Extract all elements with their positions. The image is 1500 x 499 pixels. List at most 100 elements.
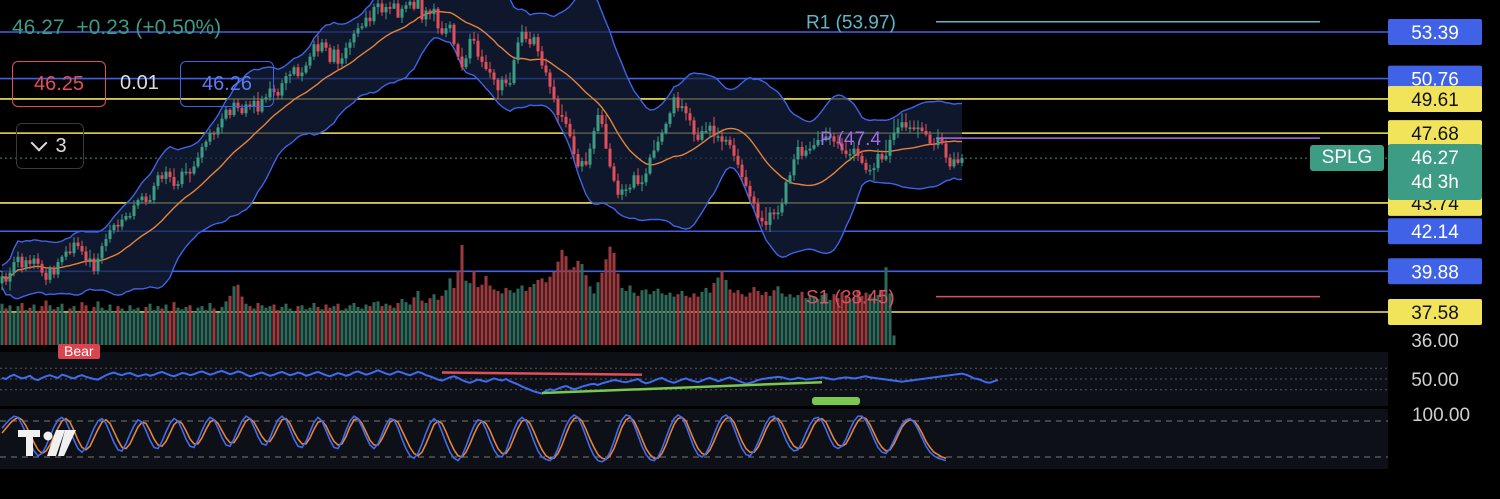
volume-bar	[220, 306, 224, 345]
volume-bar	[192, 311, 196, 345]
candle-body	[820, 139, 824, 142]
volume-bar	[392, 307, 396, 345]
candle-body	[148, 200, 152, 202]
volume-bar	[676, 294, 680, 345]
candle-body	[292, 67, 296, 75]
volume-bar	[56, 306, 60, 345]
volume-bar	[8, 305, 12, 345]
volume-bar	[40, 306, 44, 345]
candle-body	[260, 99, 264, 112]
volume-bar	[72, 306, 76, 345]
volume-bar	[608, 246, 612, 345]
volume-bar	[524, 291, 528, 345]
volume-bar	[184, 306, 188, 345]
volume-bar	[788, 294, 792, 345]
candle-body	[588, 148, 592, 165]
volume-bar	[436, 299, 440, 345]
volume-bar	[504, 287, 508, 345]
candle-body	[304, 65, 308, 73]
volume-bar	[228, 295, 232, 345]
candle-body	[712, 125, 716, 137]
candle-body	[800, 146, 804, 156]
candle-body	[804, 150, 808, 156]
candle-body	[488, 69, 492, 73]
volume-bar	[132, 309, 136, 345]
volume-bar	[48, 305, 52, 345]
volume-bar	[396, 302, 400, 345]
volume-bar	[600, 272, 604, 345]
candle-body	[684, 106, 688, 114]
candle-body	[524, 31, 528, 39]
candle-body	[420, 0, 424, 20]
candle-body	[768, 212, 772, 225]
volume-bar	[36, 310, 40, 345]
volume-bar	[748, 292, 752, 345]
volume-bar	[204, 310, 208, 345]
candle-body	[192, 166, 196, 174]
volume-bar	[796, 295, 800, 345]
candle-body	[272, 88, 276, 93]
candle-body	[772, 212, 776, 215]
last-price: 46.27	[12, 16, 65, 39]
volume-bar	[112, 311, 116, 345]
volume-bar	[612, 252, 616, 345]
candle-body	[336, 49, 340, 64]
candle-body	[960, 158, 964, 163]
candle-body	[332, 49, 336, 62]
bollinger-upper	[1, 0, 963, 267]
volume-bar	[628, 285, 632, 345]
volume-bar	[448, 278, 452, 345]
volume-bar	[584, 275, 588, 345]
bid-button[interactable]: 46.25	[12, 61, 106, 107]
volume-bar	[868, 294, 872, 345]
volume-bar	[808, 295, 812, 345]
candle-body	[44, 272, 48, 280]
moving-average	[1, 10, 963, 280]
candle-body	[324, 42, 328, 48]
volume-bar	[460, 245, 464, 345]
volume-bar	[324, 304, 328, 345]
candle-body	[556, 99, 560, 116]
volume-bar	[572, 267, 576, 345]
ask-button[interactable]: 46.26	[180, 61, 274, 107]
volume-bar	[52, 309, 56, 345]
candle-body	[396, 3, 400, 18]
volume-bar	[44, 300, 48, 345]
candle-body	[832, 136, 836, 142]
volume-bar	[180, 309, 184, 345]
candle-body	[608, 148, 612, 167]
volume-bar	[0, 303, 4, 345]
axis-tag-37-58	[1388, 299, 1482, 325]
axis-tag-49-61	[1388, 85, 1482, 112]
candle-body	[96, 258, 100, 271]
axis-tag-42-14	[1388, 218, 1482, 245]
candle-body	[656, 141, 660, 151]
candle-body	[308, 56, 312, 66]
candle-body	[376, 3, 380, 8]
volume-bar	[88, 310, 92, 345]
candle-body	[200, 146, 204, 158]
volume-bar	[108, 304, 112, 345]
ask-price: 46.26	[201, 72, 253, 95]
candle-body	[520, 31, 524, 43]
volume-bar	[816, 298, 820, 345]
candle-body	[752, 196, 756, 204]
volume-bar	[792, 297, 796, 345]
rsi-axis-label: 50.00	[1411, 370, 1459, 391]
candle-body	[76, 242, 80, 247]
volume-bar	[252, 308, 256, 345]
volume-bar	[632, 292, 636, 345]
volume-bar	[604, 259, 608, 345]
candle-body	[20, 256, 24, 268]
candle-body	[436, 8, 440, 29]
volume-bar	[596, 282, 600, 345]
candle-body	[276, 92, 280, 96]
volume-bar	[292, 310, 296, 345]
candle-body	[552, 86, 556, 100]
volume-bar	[488, 285, 492, 345]
indicators-toggle-button[interactable]: 3	[16, 123, 84, 169]
volume-bar	[844, 296, 848, 345]
axis-tag-label: 42.14	[1411, 222, 1459, 243]
volume-bar	[848, 298, 852, 345]
